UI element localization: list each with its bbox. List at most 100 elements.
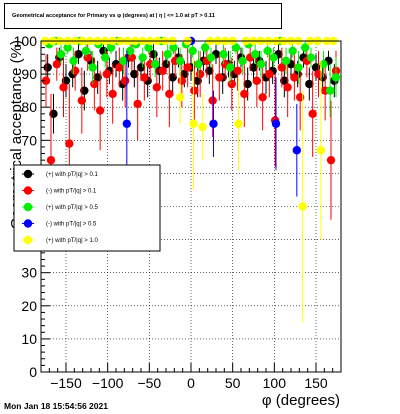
data-point [100,53,110,62]
data-point [258,93,267,102]
data-point [325,86,335,95]
data-point [183,63,192,72]
data-point [56,50,66,59]
data-point [120,76,130,85]
data-point [152,83,162,92]
data-point [306,53,316,62]
x-axis-title: φ (degrees) [262,392,340,409]
y-tick-label: 10 [21,331,37,347]
x-tick-label: 100 [263,375,287,391]
timestamp: Mon Jan 18 15:54:56 2021 [4,401,108,411]
data-point [140,73,149,82]
data-point [158,66,167,75]
data-point [243,79,252,89]
data-point [177,76,187,85]
data-point [189,119,198,128]
data-point [63,43,72,52]
y-tick-label: 100 [14,33,38,49]
data-point [256,59,266,69]
x-tick-label: 150 [304,375,328,391]
data-point [52,59,62,69]
data-point [195,69,205,79]
legend-marker [23,235,33,245]
data-point [190,86,199,95]
data-point [200,43,210,52]
data-point [283,83,292,92]
data-point [238,56,247,66]
x-tick-label: −50 [137,375,161,391]
data-point [165,89,174,99]
data-point [298,202,307,211]
legend-marker [23,202,33,212]
data-point [77,96,87,105]
legend-marker [23,186,33,195]
data-point [277,63,287,72]
chart-title: Geometrical acceptance for Primary vs φ … [12,13,215,19]
legend-marker [23,219,33,228]
data-point [194,59,203,69]
data-point [281,56,291,66]
x-tick-label: −150 [50,375,82,391]
data-point [81,46,91,56]
data-point [88,63,97,72]
data-point [252,76,262,85]
data-point [169,43,178,52]
y-tick-label: 0 [29,364,37,380]
data-point [263,46,272,56]
data-point [41,76,51,85]
data-point [292,146,302,155]
data-point [305,79,314,89]
legend-box [13,164,161,252]
y-tick-label: 70 [21,132,37,148]
data-point [331,73,341,82]
x-tick-label: 50 [225,375,241,391]
data-point [122,119,132,128]
data-point [231,43,241,52]
data-point [108,89,117,99]
data-point [265,69,274,79]
data-point [90,79,99,89]
data-point [46,155,56,165]
legend-entry: (+) with pT/|q| > 0.5 [46,205,98,211]
data-point [233,66,242,75]
data-point [249,63,258,72]
x-tick-label: −100 [92,375,124,391]
data-point [288,46,297,56]
data-point [125,46,135,56]
legend-entry: (-) with pT/|q| > 0.1 [46,189,97,195]
data-point [240,89,249,99]
data-point [219,50,228,59]
data-point [95,106,105,115]
data-point [59,83,68,92]
data-point [206,53,216,62]
data-point [225,63,235,72]
data-point [130,69,139,79]
data-point [133,99,142,109]
y-tick-label: 20 [21,298,37,314]
legend-entry: (+) with pT/|q| > 0.1 [46,172,98,178]
data-point [65,139,74,148]
x-tick-label: 0 [187,375,195,391]
title-box: Geometrical acceptance for Primary vs φ … [4,3,282,29]
data-point [175,93,185,102]
data-point [209,119,218,128]
legend-entry: (-) with pT/|q| > 0.5 [46,222,97,228]
data-point [227,79,237,89]
data-point [115,63,124,72]
data-point [316,146,326,155]
data-point [102,69,112,79]
data-point [175,56,185,66]
data-point [70,66,80,75]
data-point [106,43,116,52]
data-point [163,50,172,59]
data-point [290,73,299,82]
data-point [294,63,303,72]
data-point [326,155,336,165]
data-point [308,109,317,119]
data-point [188,46,197,56]
y-tick-label: 80 [21,99,37,115]
data-point [74,50,83,59]
data-point [208,96,217,105]
data-point [138,53,147,62]
